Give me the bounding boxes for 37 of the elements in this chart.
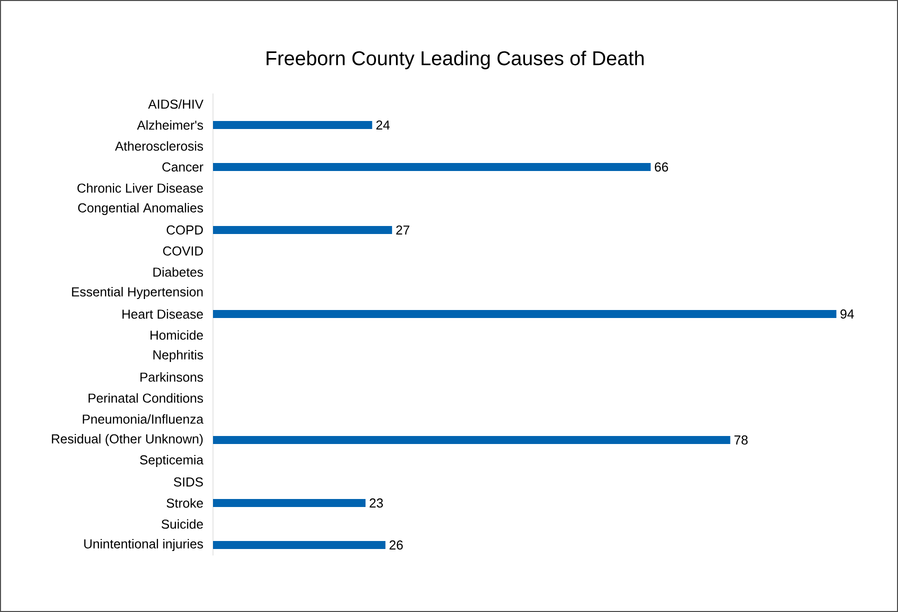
data-label: 26 — [390, 540, 403, 550]
y-tick-label: Parkinsons — [140, 372, 204, 382]
y-tick-label: Atherosclerosis — [114, 141, 204, 151]
y-tick-label: SIDS — [174, 477, 203, 487]
chart-title: Freeborn County Leading Causes of Death — [266, 50, 644, 70]
bar — [213, 226, 392, 234]
bar — [213, 310, 836, 318]
bar — [213, 436, 730, 444]
y-tick-label: Alzheimer's — [136, 120, 204, 130]
y-tick-label: Cancer — [162, 162, 204, 172]
y-tick-label: COVID — [163, 246, 203, 256]
data-label: 24 — [376, 120, 390, 130]
y-tick-label: Septicemia — [140, 454, 204, 468]
data-label: 66 — [654, 162, 668, 172]
data-label: 27 — [396, 225, 410, 235]
bar — [213, 162, 651, 171]
y-tick-label: Perinatal Conditions — [88, 393, 203, 403]
y-tick-label: Unintentional injuries — [84, 538, 203, 552]
bar — [213, 498, 366, 507]
y-tick-label: AIDS/HIV — [148, 99, 204, 109]
y-tick-label: Pneumonia/Influenza — [82, 414, 204, 424]
y-tick-label: Homicide — [150, 330, 203, 340]
y-tick-label: Heart Disease — [122, 309, 203, 319]
bar — [213, 120, 372, 129]
data-label: 94 — [840, 309, 854, 319]
y-tick-label: Chronic Liver Disease — [77, 183, 203, 193]
y-tick-label: Suicide — [162, 519, 203, 529]
data-label: 78 — [734, 435, 748, 445]
y-tick-label: Nephritis — [153, 350, 204, 362]
y-tick-label: Stroke — [166, 498, 203, 508]
y-tick-label: COPD — [166, 225, 203, 235]
y-tick-label: Diabetes — [153, 267, 204, 277]
y-tick-label: Residual (Other Unknown) — [52, 434, 203, 446]
data-label: 23 — [370, 498, 383, 508]
y-tick-label: Congential Anomalies — [78, 202, 203, 216]
y-tick-label: Essential Hypertension — [72, 286, 203, 300]
bar — [213, 540, 386, 549]
